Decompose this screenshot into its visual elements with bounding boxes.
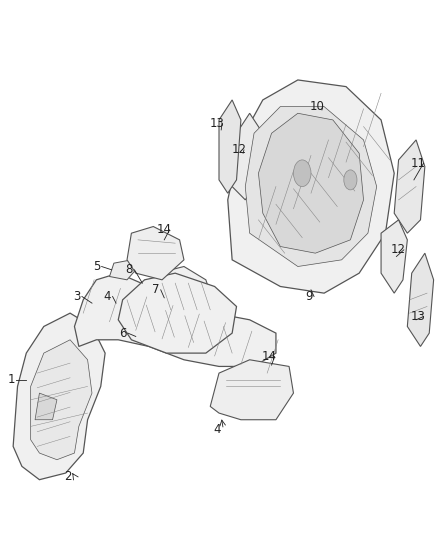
Polygon shape [31,340,92,459]
Text: 12: 12 [231,143,246,156]
Text: 14: 14 [157,223,172,236]
Polygon shape [118,273,237,353]
Text: 2: 2 [64,470,72,483]
Polygon shape [232,114,263,200]
Text: 5: 5 [93,260,100,273]
Polygon shape [228,80,394,293]
Polygon shape [13,313,105,480]
Text: 9: 9 [305,290,313,303]
Polygon shape [210,360,293,420]
Text: 14: 14 [262,350,277,363]
Text: 13: 13 [411,310,426,323]
Polygon shape [74,273,276,367]
Polygon shape [35,393,57,420]
Text: 6: 6 [119,327,127,340]
Polygon shape [127,227,184,280]
Polygon shape [407,253,434,346]
Circle shape [293,160,311,187]
Text: 4: 4 [103,290,111,303]
Polygon shape [394,140,425,233]
Polygon shape [219,100,241,193]
Polygon shape [258,114,364,253]
Polygon shape [245,107,377,266]
Text: 12: 12 [391,244,406,256]
Circle shape [344,170,357,190]
Text: 1: 1 [7,373,15,386]
Polygon shape [110,260,136,280]
Text: 4: 4 [213,423,221,436]
Text: 8: 8 [126,263,133,276]
Text: 10: 10 [310,100,325,113]
Text: 7: 7 [152,284,159,296]
Text: 11: 11 [411,157,426,169]
Polygon shape [381,220,407,293]
Text: 13: 13 [209,117,224,130]
Polygon shape [149,266,215,326]
Text: 3: 3 [73,290,80,303]
